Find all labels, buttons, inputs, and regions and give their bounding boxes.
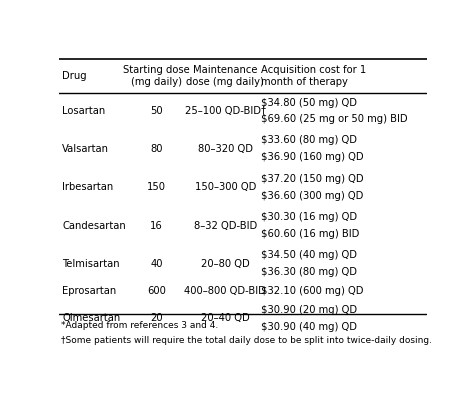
- Text: †Some patients will require the total daily dose to be split into twice-daily do: †Some patients will require the total da…: [61, 336, 432, 345]
- Text: Maintenance
dose (mg daily): Maintenance dose (mg daily): [186, 64, 264, 87]
- Text: 150: 150: [147, 182, 166, 192]
- Text: Telmisartan: Telmisartan: [62, 259, 120, 269]
- Text: 20–40 QD: 20–40 QD: [201, 313, 250, 323]
- Text: 20: 20: [150, 313, 163, 323]
- Text: $34.80 (50 mg) QD: $34.80 (50 mg) QD: [261, 98, 356, 108]
- Text: Irbesartan: Irbesartan: [62, 182, 113, 192]
- Text: Candesartan: Candesartan: [62, 221, 126, 231]
- Text: Starting dose
(mg daily): Starting dose (mg daily): [123, 64, 190, 87]
- Text: 50: 50: [150, 106, 163, 116]
- Text: 400–800 QD-BID: 400–800 QD-BID: [184, 286, 266, 296]
- Text: 80–320 QD: 80–320 QD: [198, 144, 253, 154]
- Text: $30.90 (40 mg) QD: $30.90 (40 mg) QD: [261, 322, 356, 332]
- Text: Acquisition cost for 1
month of therapy: Acquisition cost for 1 month of therapy: [261, 64, 366, 87]
- Text: Losartan: Losartan: [62, 106, 105, 116]
- Text: 16: 16: [150, 221, 163, 231]
- Text: Valsartan: Valsartan: [62, 144, 109, 154]
- Text: *Adapted from references 3 and 4.: *Adapted from references 3 and 4.: [61, 321, 218, 330]
- Text: 40: 40: [150, 259, 163, 269]
- Text: 8–32 QD-BID: 8–32 QD-BID: [194, 221, 257, 231]
- Text: 600: 600: [147, 286, 166, 296]
- Text: $32.10 (600 mg) QD: $32.10 (600 mg) QD: [261, 286, 363, 296]
- Text: $60.60 (16 mg) BID: $60.60 (16 mg) BID: [261, 229, 359, 239]
- Text: $30.90 (20 mg) QD: $30.90 (20 mg) QD: [261, 305, 356, 315]
- Text: $36.90 (160 mg) QD: $36.90 (160 mg) QD: [261, 152, 363, 162]
- Text: $33.60 (80 mg) QD: $33.60 (80 mg) QD: [261, 135, 356, 146]
- Text: 150–300 QD: 150–300 QD: [195, 182, 256, 192]
- Text: 25–100 QD-BID†: 25–100 QD-BID†: [185, 106, 266, 116]
- Text: $69.60 (25 mg or 50 mg) BID: $69.60 (25 mg or 50 mg) BID: [261, 114, 407, 124]
- Text: Eprosartan: Eprosartan: [62, 286, 117, 296]
- Text: 20–80 QD: 20–80 QD: [201, 259, 250, 269]
- Text: $37.20 (150 mg) QD: $37.20 (150 mg) QD: [261, 174, 363, 184]
- Text: $36.60 (300 mg) QD: $36.60 (300 mg) QD: [261, 191, 363, 201]
- Text: $34.50 (40 mg) QD: $34.50 (40 mg) QD: [261, 250, 356, 260]
- Text: 80: 80: [150, 144, 163, 154]
- Text: Drug: Drug: [62, 71, 87, 81]
- Text: $36.30 (80 mg) QD: $36.30 (80 mg) QD: [261, 267, 356, 277]
- Text: Olmesartan: Olmesartan: [62, 313, 120, 323]
- Text: $30.30 (16 mg) QD: $30.30 (16 mg) QD: [261, 212, 356, 222]
